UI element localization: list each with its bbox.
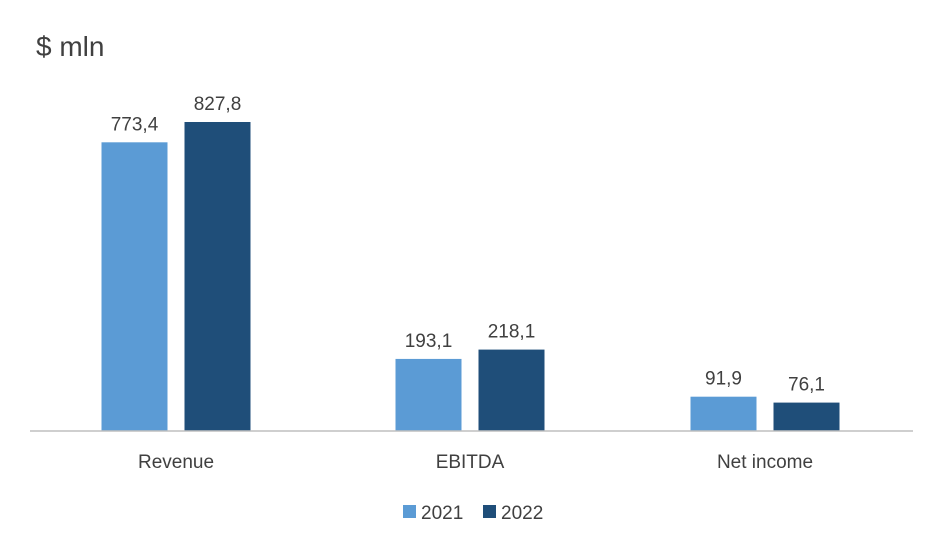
data-label-ebitda-2022: 218,1 — [488, 322, 536, 343]
data-label-net-income-2022: 76,1 — [788, 375, 825, 396]
legend: 2021 2022 — [403, 503, 543, 524]
bar-ebitda-2021 — [395, 358, 462, 431]
category-labels: Revenue EBITDA Net income — [138, 452, 813, 473]
data-label-net-income-2021: 91,9 — [705, 369, 742, 390]
bar-revenue-2021 — [101, 142, 168, 432]
data-label-revenue-2021: 773,4 — [111, 114, 159, 135]
bar-ebitda-2022 — [478, 349, 545, 431]
bar-revenue-2022 — [184, 122, 251, 431]
data-label-revenue-2022: 827,8 — [194, 94, 242, 115]
category-label-net-income: Net income — [717, 452, 813, 473]
bar-net-income-2021 — [690, 396, 757, 431]
chart-title: $ mln — [36, 31, 104, 62]
legend-swatch-2022 — [483, 505, 496, 518]
legend-label-2021: 2021 — [421, 503, 463, 524]
data-label-ebitda-2021: 193,1 — [405, 331, 453, 352]
legend-swatch-2021 — [403, 505, 416, 518]
category-label-ebitda: EBITDA — [436, 452, 505, 473]
category-label-revenue: Revenue — [138, 452, 214, 473]
legend-label-2022: 2022 — [501, 503, 543, 524]
bar-net-income-2022 — [773, 402, 840, 431]
bars-group: 773,4 827,8 193,1 218,1 91,9 76,1 — [101, 94, 840, 432]
